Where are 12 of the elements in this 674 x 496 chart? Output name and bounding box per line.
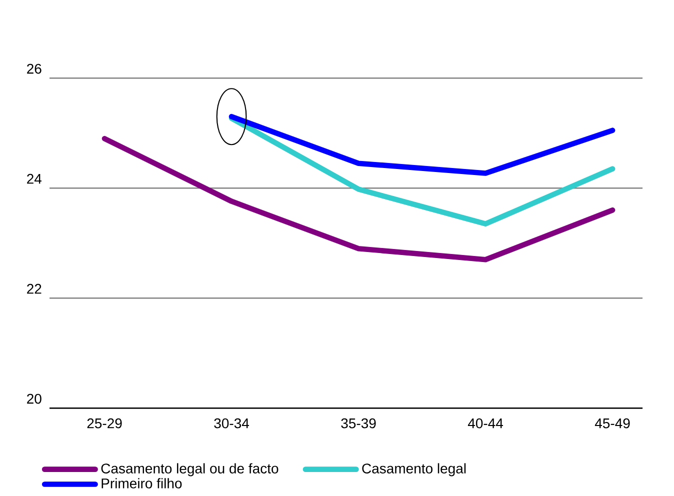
x-tick-label: 45-49 — [594, 418, 630, 428]
y-tick-label: 22 — [27, 284, 42, 294]
y-tick-label: 20 — [27, 394, 42, 404]
legend-label: Primeiro filho — [102, 478, 182, 489]
legend-label: Casamento legal — [362, 463, 466, 476]
y-tick-label: 26 — [27, 64, 42, 74]
legend-label: Casamento legal ou de facto — [101, 463, 278, 476]
x-tick-label: 35-39 — [341, 418, 376, 428]
x-tick-label: 25-29 — [87, 418, 122, 428]
x-tick-label: 40-44 — [468, 418, 504, 428]
x-tick-label: 30-34 — [214, 418, 250, 428]
y-tick-label: 24 — [27, 174, 42, 184]
